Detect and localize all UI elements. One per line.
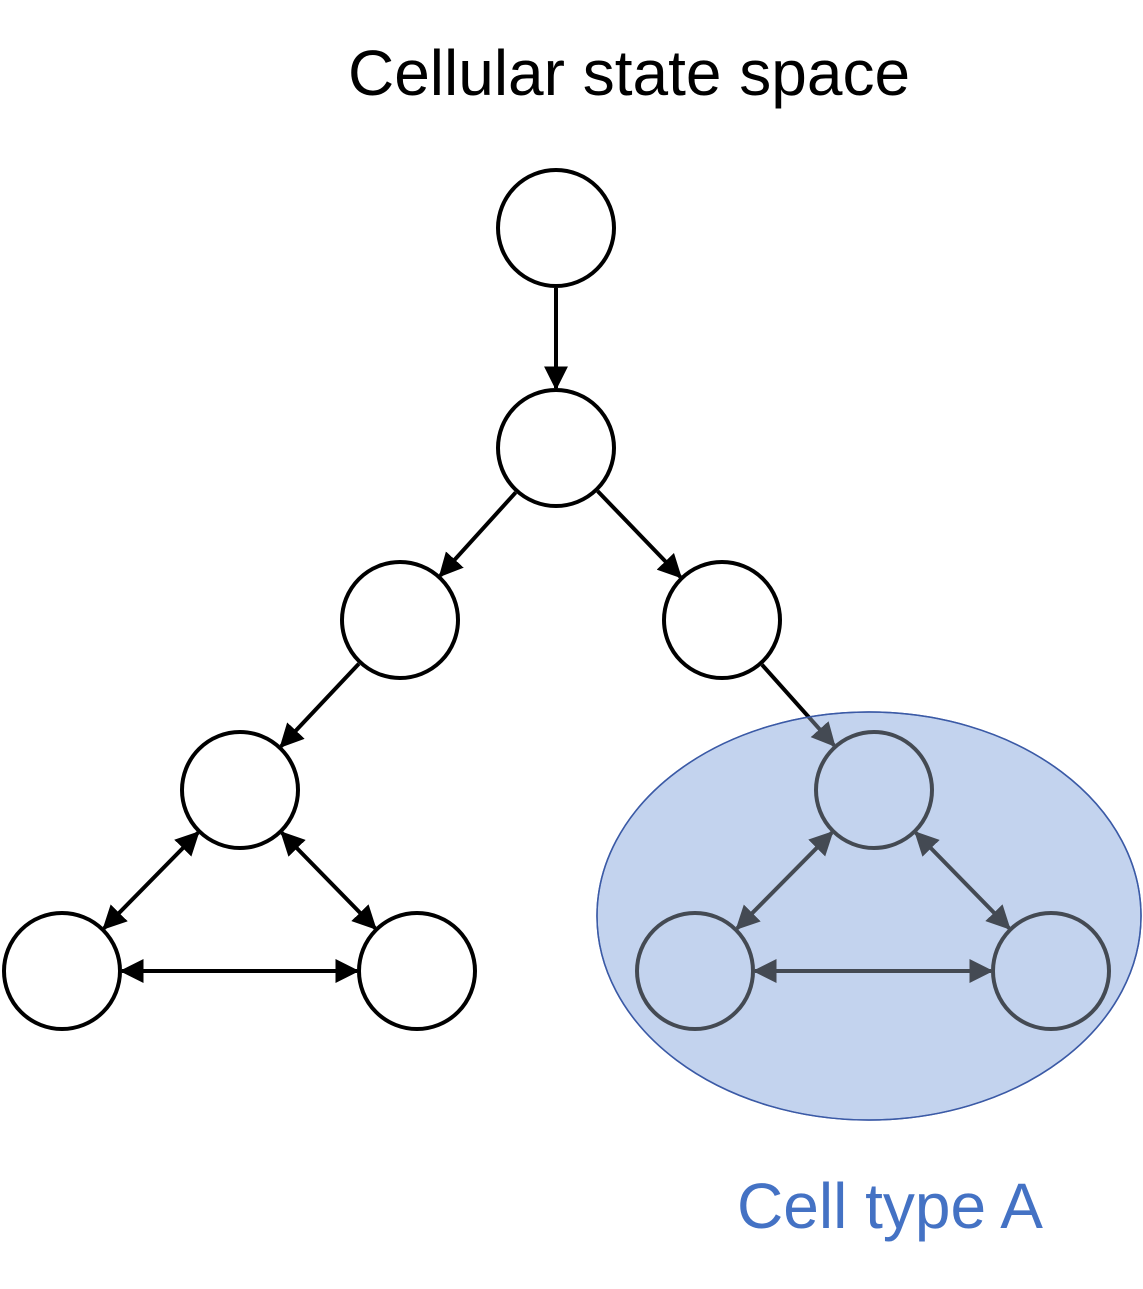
state-node-n3 xyxy=(340,560,460,680)
edge-n5-n6 xyxy=(102,831,200,930)
state-node-n5 xyxy=(180,730,300,850)
state-node-n9 xyxy=(635,911,755,1031)
state-node-n4 xyxy=(662,560,782,680)
diagram-title: Cellular state space xyxy=(348,37,910,109)
state-node-n6 xyxy=(2,911,122,1031)
edges xyxy=(102,288,1011,983)
region-overlay xyxy=(596,711,1142,1121)
cell-type-a-region-tint xyxy=(596,711,1142,1121)
state-node-n10 xyxy=(991,911,1111,1031)
state-node-n1 xyxy=(496,168,616,288)
edge-n5-n7 xyxy=(280,831,377,930)
state-node-n2 xyxy=(496,388,616,508)
edge-n2-n3 xyxy=(438,491,518,578)
edge-n8-n10 xyxy=(914,831,1011,930)
cell-type-a-label: Cell type A xyxy=(737,1170,1043,1242)
edge-n4-n8 xyxy=(760,663,836,748)
state-node-n8 xyxy=(814,730,934,850)
edge-n2-n4 xyxy=(596,489,682,579)
edge-n8-n9 xyxy=(735,830,834,931)
state-node-n7 xyxy=(357,911,477,1031)
nodes xyxy=(2,168,1111,1031)
edge-n3-n5 xyxy=(279,662,361,749)
